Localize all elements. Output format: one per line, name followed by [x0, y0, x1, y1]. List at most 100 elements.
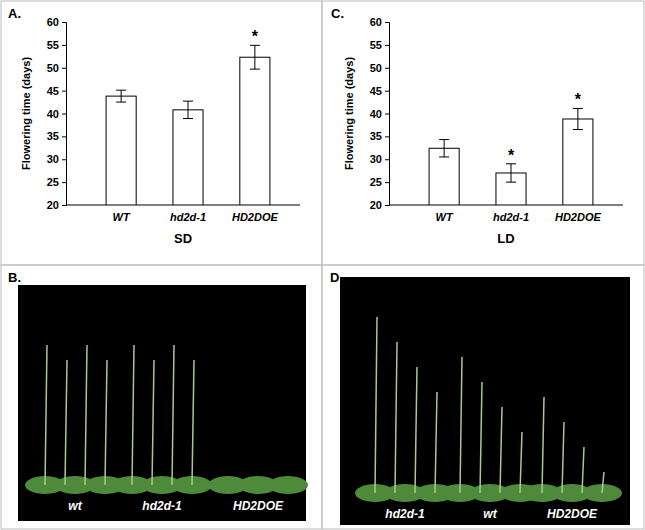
tick-mark	[62, 22, 66, 23]
y-axis-title: Flowering time (days)	[343, 57, 355, 170]
tick-label: 30	[370, 153, 382, 165]
bar	[173, 110, 203, 205]
photo	[18, 285, 306, 521]
photo-panel: hd2d-1wtHD2DOED.	[330, 270, 630, 525]
tick-label: hd2d-1	[170, 211, 206, 223]
stem	[152, 360, 154, 485]
tick-label: 40	[47, 108, 59, 120]
tick: 45	[370, 85, 389, 97]
panel-label: B.	[8, 270, 21, 285]
stem	[520, 432, 522, 493]
stem	[65, 360, 67, 485]
tick: 40	[370, 108, 389, 120]
stem	[105, 360, 107, 485]
stem	[500, 407, 502, 493]
tick-mark	[385, 22, 389, 23]
tick-mark	[385, 182, 389, 183]
panel-frame	[1, 1, 322, 265]
error-bar	[116, 90, 126, 102]
chart: A.202530354045505560WThd2d-1HD2DOESDFlow…	[8, 6, 300, 246]
significance-mark: *	[575, 91, 582, 108]
error-bar	[573, 108, 583, 129]
tick: WT	[113, 205, 131, 223]
tick-label: 30	[47, 153, 59, 165]
tick-mark	[385, 136, 389, 137]
tick-mark	[385, 205, 389, 206]
tick-label: HD2DOE	[555, 211, 602, 223]
tick-label: 45	[370, 85, 382, 97]
tick-mark	[62, 68, 66, 69]
tick-label: 25	[370, 176, 382, 188]
tick: 30	[47, 153, 66, 165]
tick: 20	[47, 199, 66, 211]
photo-label: hd2d-1	[385, 507, 425, 521]
stem	[562, 422, 564, 493]
tick-label: 60	[47, 16, 59, 28]
tick: HD2DOE	[555, 205, 602, 223]
tick-label: 55	[370, 39, 382, 51]
error-bar	[506, 164, 516, 182]
error-bar	[439, 140, 449, 157]
tick-label: 55	[47, 39, 59, 51]
tick-label: 35	[370, 130, 382, 142]
stem	[415, 367, 417, 493]
tick-mark	[385, 91, 389, 92]
tick: 25	[47, 176, 66, 188]
photo-label: HD2DOE	[233, 499, 284, 513]
panel-label: D.	[330, 270, 343, 285]
error-bar	[183, 101, 193, 118]
stem	[45, 345, 47, 485]
panel-label: A.	[8, 6, 21, 21]
tick: 40	[47, 108, 66, 120]
tick-label: 60	[370, 16, 382, 28]
tick: 50	[47, 62, 66, 74]
tick-label: 50	[370, 62, 382, 74]
tick-mark	[62, 136, 66, 137]
rosette	[268, 476, 308, 494]
error-bar	[250, 45, 260, 69]
tick-label: 50	[47, 62, 59, 74]
photo-label: HD2DOE	[547, 507, 598, 521]
x-axis: WT hd2d-1 HD2DOE	[66, 205, 300, 223]
stem	[602, 472, 604, 493]
bar	[563, 119, 593, 205]
photo-label: hd2d-1	[142, 499, 182, 513]
tick: 25	[370, 176, 389, 188]
tick: 35	[47, 130, 66, 142]
x-axis: WT hd2d-1 HD2DOE	[389, 205, 623, 223]
y-axis: 202530354045505560	[47, 16, 67, 211]
significance-mark: *	[252, 28, 259, 45]
tick-label: 20	[370, 199, 382, 211]
stem	[542, 397, 544, 493]
tick: WT	[436, 205, 454, 223]
plot-area	[429, 108, 593, 205]
tick-label: 20	[47, 199, 59, 211]
significance-mark: *	[508, 147, 515, 164]
tick-label: WT	[113, 211, 131, 223]
bar	[106, 96, 136, 205]
stem	[460, 357, 462, 493]
plot-area	[106, 45, 270, 205]
tick: hd2d-1	[170, 205, 206, 223]
tick: 20	[370, 199, 389, 211]
tick: HD2DOE	[232, 205, 279, 223]
chart: C.202530354045505560WThd2d-1HD2DOELDFlow…	[331, 6, 623, 246]
photo-label: wt	[68, 499, 82, 513]
tick: 50	[370, 62, 389, 74]
tick-mark	[62, 159, 66, 160]
tick-mark	[385, 114, 389, 115]
stem	[132, 345, 134, 485]
tick-label: hd2d-1	[493, 211, 529, 223]
axis-line	[62, 23, 67, 206]
tick: hd2d-1	[493, 205, 529, 223]
stem	[435, 392, 437, 493]
y-axis-title: Flowering time (days)	[20, 57, 32, 170]
photo-panel: wt hd2d-1 HD2DOE B.	[8, 270, 308, 521]
tick: 35	[370, 130, 389, 142]
panel-frame	[322, 265, 644, 529]
tick: 60	[47, 16, 66, 28]
tick-label: 35	[47, 130, 59, 142]
tick-mark	[62, 114, 66, 115]
panel-frame	[322, 1, 644, 265]
tick-mark	[385, 45, 389, 46]
